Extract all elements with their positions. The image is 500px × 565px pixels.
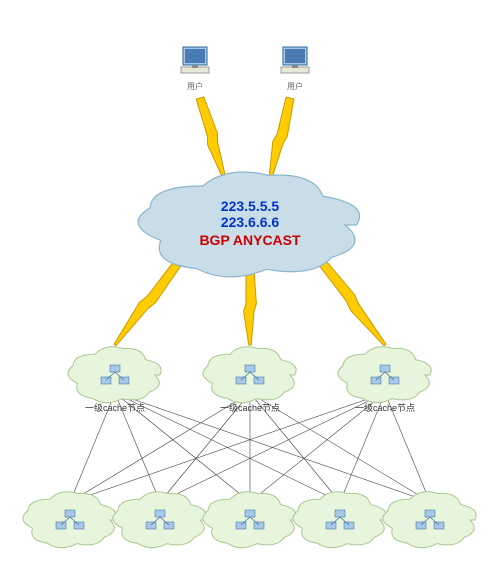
network-diagram: 223.5.5.5223.6.6.6 BGP ANYCAST 用户 用户 一级cac… bbox=[0, 0, 500, 565]
tier2-cache-nodes bbox=[23, 492, 476, 548]
bgp-anycast-label: BGP ANYCAST bbox=[199, 232, 301, 248]
cache-cloud-icon bbox=[203, 492, 296, 548]
cache-cloud-icon bbox=[338, 347, 431, 403]
ip-address-1: 223.5.5.5 bbox=[221, 198, 280, 214]
cache-cloud-icon bbox=[68, 347, 161, 403]
ip-address-2: 223.6.6.6 bbox=[221, 214, 280, 230]
cache-cloud-icon bbox=[113, 492, 206, 548]
cache-cloud-icon bbox=[203, 347, 296, 403]
user-label: 用户 bbox=[187, 81, 203, 91]
user-computers: 用户 用户 bbox=[181, 47, 309, 91]
tier1-cache-label: 一级cache节点 bbox=[220, 402, 280, 413]
tier1-cache-nodes: 一级cache节点 一级cache节点 一级cache节点 bbox=[68, 347, 431, 413]
user-label: 用户 bbox=[287, 81, 303, 91]
user-computer-icon: 用户 bbox=[281, 47, 309, 91]
user-computer-icon: 用户 bbox=[181, 47, 209, 91]
central-cloud: 223.5.5.5223.6.6.6 BGP ANYCAST bbox=[138, 172, 359, 277]
cache-cloud-icon bbox=[383, 492, 476, 548]
tier1-cache-label: 一级cache节点 bbox=[85, 402, 145, 413]
cache-cloud-icon bbox=[293, 492, 386, 548]
tier1-cache-label: 一级cache节点 bbox=[355, 402, 415, 413]
cache-cloud-icon bbox=[23, 492, 116, 548]
